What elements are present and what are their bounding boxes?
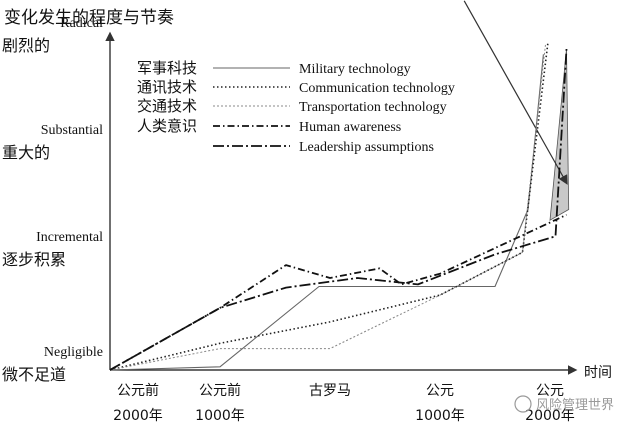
y-level-1: Incremental 逐步积累	[2, 230, 103, 269]
shaded-triangle	[549, 48, 570, 221]
legend-entry-4: Leadership assumptions	[213, 140, 434, 155]
series-line-2	[109, 43, 547, 371]
legend-zh-label: 军事科技	[137, 59, 197, 77]
x-tick-1: 公元前 1000年	[195, 382, 245, 424]
legend: 军事科技 Military technology 通讯技术 Communication…	[137, 59, 455, 155]
x-tick-label-line2: 1000年	[415, 408, 465, 424]
legend-zh-label: 人类意识	[137, 117, 197, 135]
y-level-0: Negligible 微不足道	[2, 345, 103, 384]
y-level-en-label: Negligible	[44, 345, 103, 360]
y-level-zh-label: 逐步积累	[2, 250, 66, 269]
legend-entry-3: 人类意识 Human awareness	[137, 117, 401, 135]
y-level-2: Substantial 重大的	[2, 123, 103, 162]
y-level-zh-label: 剧烈的	[2, 36, 50, 55]
x-tick-2: 古罗马	[309, 383, 351, 399]
y-level-zh-label: 微不足道	[2, 365, 66, 384]
y-level-3: Radical 剧烈的	[2, 16, 103, 55]
series-lines	[109, 43, 568, 371]
legend-en-label: Leadership assumptions	[299, 140, 434, 155]
legend-en-label: Military technology	[299, 62, 411, 77]
legend-en-label: Human awareness	[299, 120, 401, 135]
legend-entry-0: 军事科技 Military technology	[137, 59, 411, 77]
y-level-labels: Negligible 微不足道 Incremental 逐步积累 Substantial…	[2, 16, 103, 384]
chart-title: 变化发生的程度与节奏	[4, 8, 174, 28]
x-tick-label-line1: 古罗马	[309, 383, 351, 399]
x-tick-label-line1: 公元	[426, 383, 454, 399]
x-tick-4: 公元 2000年	[525, 383, 575, 424]
x-tick-label-line2: 2000年	[525, 408, 575, 424]
legend-entry-1: 通讯技术 Communication technology	[137, 78, 455, 96]
x-tick-label-line2: 2000年	[113, 408, 163, 424]
x-tick-0: 公元前 2000年	[113, 382, 163, 424]
legend-en-label: Transportation technology	[299, 100, 447, 115]
legend-zh-label: 交通技术	[137, 97, 197, 115]
annotation-arrow	[463, 0, 568, 185]
y-level-en-label: Radical	[60, 16, 103, 31]
legend-entry-2: 交通技术 Transportation technology	[137, 97, 447, 115]
x-tick-labels: 公元前 2000年 公元前 1000年 古罗马 公元 1000年 公元 2000年	[113, 382, 575, 424]
legend-zh-label: 通讯技术	[137, 78, 197, 96]
series-line-4	[109, 48, 568, 371]
watermark: 风险管理世界	[514, 395, 614, 413]
legend-en-label: Communication technology	[299, 81, 455, 96]
x-tick-3: 公元 1000年	[415, 383, 465, 424]
x-tick-label-line2: 1000年	[195, 408, 245, 424]
watermark-text: 风险管理世界	[536, 398, 614, 413]
y-level-en-label: Substantial	[41, 123, 103, 138]
x-tick-label-line1: 公元前	[199, 382, 241, 399]
x-axis-label: 时间	[584, 365, 612, 381]
x-tick-label-line1: 公元前	[117, 382, 159, 399]
x-tick-label-line1: 公元	[536, 383, 564, 399]
y-level-en-label: Incremental	[36, 230, 103, 245]
y-level-zh-label: 重大的	[2, 143, 50, 162]
series-line-3	[109, 213, 567, 371]
